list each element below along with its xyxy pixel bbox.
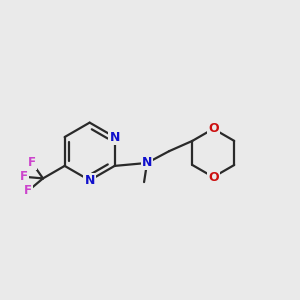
Text: O: O	[208, 122, 219, 135]
Text: N: N	[142, 157, 152, 169]
Text: F: F	[28, 156, 36, 169]
Text: N: N	[85, 174, 95, 187]
Text: F: F	[24, 184, 32, 197]
Text: F: F	[20, 170, 28, 183]
Text: N: N	[110, 130, 120, 143]
Text: O: O	[208, 171, 219, 184]
